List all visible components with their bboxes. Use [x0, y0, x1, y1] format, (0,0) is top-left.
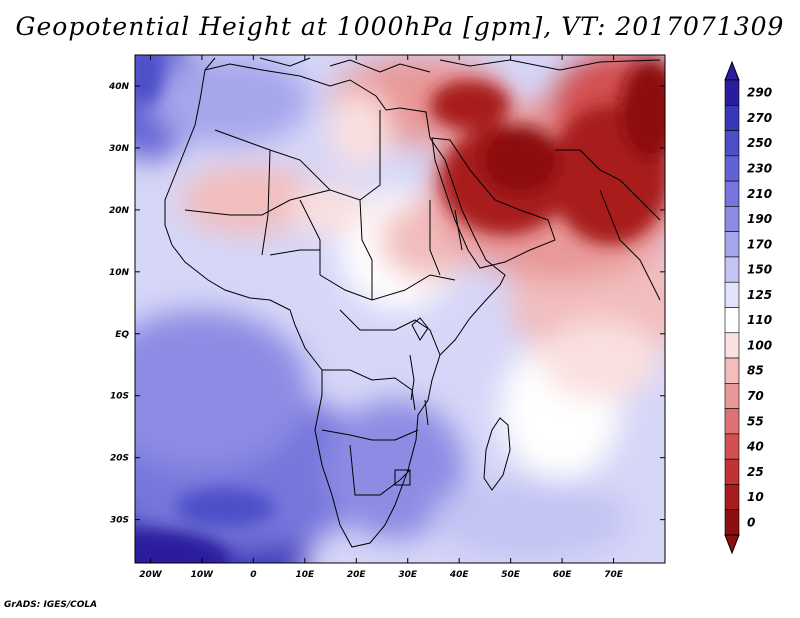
x-tick-label: 60E	[553, 570, 573, 580]
colorbar-segment	[724, 79, 740, 106]
colorbar-max-extension	[724, 60, 740, 81]
colorbar-label: 40	[746, 440, 764, 454]
colorbar-segment	[724, 231, 740, 258]
colorbar-segment	[724, 332, 740, 359]
y-axis: 40N 30N 20N 10N EQ 10S 20S 30S	[108, 82, 665, 526]
colorbar-segment	[724, 256, 740, 283]
page-title: Geopotential Height at 1000hPa [gpm], VT…	[15, 12, 785, 41]
colorbar-label: 110	[747, 313, 772, 327]
colorbar-segment	[724, 155, 740, 182]
y-tick-label: EQ	[115, 330, 129, 340]
colorbar-segment	[724, 206, 740, 232]
colorbar-segment	[724, 104, 740, 131]
x-tick-label: 40E	[449, 570, 470, 580]
x-tick-label: 0	[250, 570, 256, 580]
colorbar-label: 100	[747, 338, 772, 352]
colorbar-label: 125	[747, 288, 772, 302]
colorbar-min-extension	[724, 534, 740, 555]
colorbar-label: 190	[747, 212, 772, 226]
x-tick-label: 10E	[295, 570, 315, 580]
colorbar-label: 25	[747, 465, 764, 479]
x-tick-label: 30E	[398, 570, 418, 580]
colorbar-label: 85	[747, 364, 764, 378]
colorbar-label: 150	[747, 263, 772, 277]
x-tick-label: 50E	[501, 570, 521, 580]
x-tick-label: 20E	[347, 570, 367, 580]
colorbar-segment	[724, 307, 740, 334]
x-tick-label: 20W	[139, 570, 163, 580]
height-field	[135, 55, 665, 563]
colorbar: 2902702502302101901701501251101008570554…	[724, 60, 772, 555]
colorbar-segment	[724, 130, 740, 157]
y-tick-label: 30N	[109, 144, 130, 154]
coastlines	[164, 57, 661, 548]
colorbar-label: 0	[747, 515, 755, 529]
y-tick-label: 40N	[108, 82, 130, 92]
credit-label: GrADS: IGES/COLA	[4, 600, 98, 610]
y-tick-label: 10S	[110, 392, 129, 402]
colorbar-segment	[724, 509, 740, 536]
colorbar-segment	[724, 281, 740, 308]
colorbar-label: 170	[747, 237, 772, 251]
x-tick-label: 70E	[604, 570, 624, 580]
y-tick-label: 30S	[110, 516, 129, 526]
plot-frame	[134, 54, 666, 564]
x-tick-label: 10W	[191, 570, 215, 580]
colorbar-label: 290	[747, 86, 772, 100]
colorbar-label: 210	[747, 187, 772, 201]
colorbar-segment	[724, 433, 740, 460]
colorbar-label: 250	[747, 136, 772, 150]
colorbar-segment	[724, 484, 740, 511]
colorbar-label: 270	[747, 111, 772, 125]
y-tick-label: 20S	[110, 454, 129, 464]
colorbar-segment	[724, 408, 740, 435]
y-tick-label: 10N	[109, 268, 130, 278]
colorbar-segment	[724, 383, 740, 409]
colorbar-segment	[724, 357, 740, 384]
colorbar-segment	[724, 180, 740, 207]
y-tick-label: 20N	[109, 206, 130, 216]
colorbar-label: 230	[747, 161, 772, 175]
colorbar-segment	[724, 458, 740, 485]
colorbar-label: 10	[747, 490, 764, 504]
colorbar-label: 70	[747, 389, 764, 403]
x-axis: 20W 10W 0 10E 20E 30E 40E 50E 60E 70E	[139, 55, 624, 580]
colorbar-label: 55	[747, 414, 764, 428]
